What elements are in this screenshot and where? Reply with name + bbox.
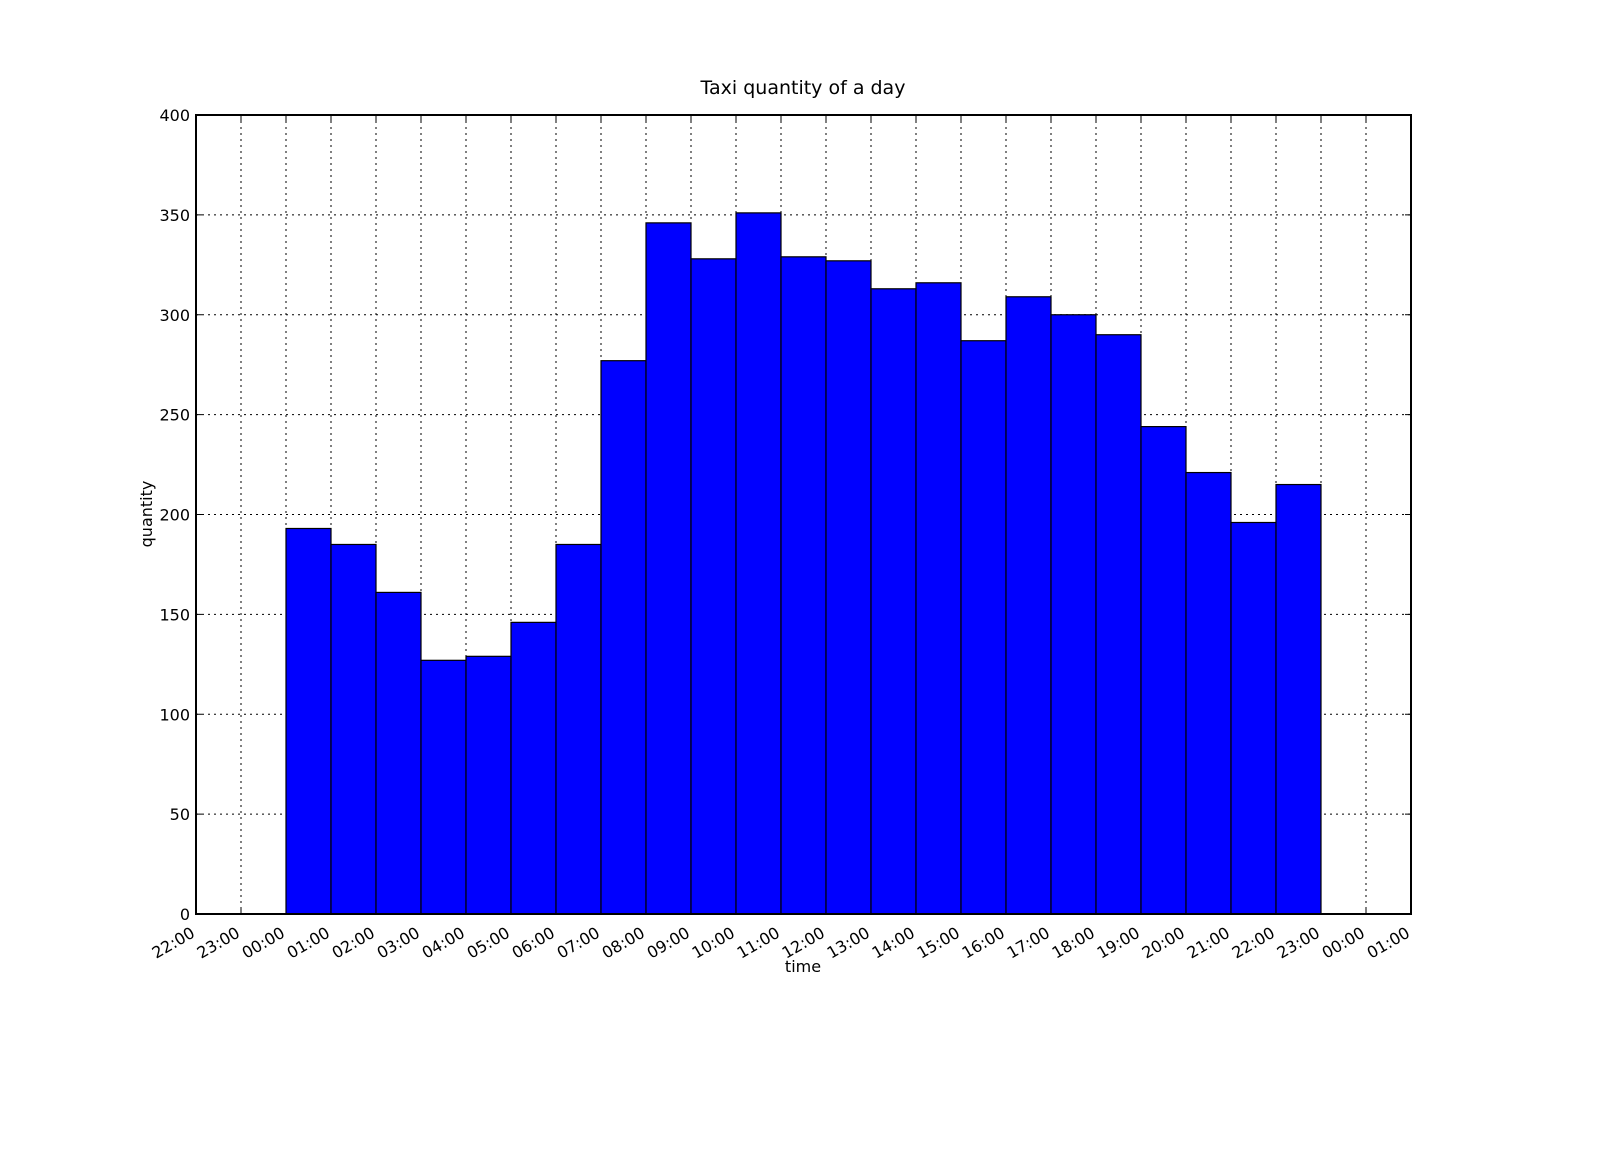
x-tick-label: 21:00 xyxy=(1184,923,1233,963)
y-tick-label: 150 xyxy=(159,605,190,624)
bar xyxy=(1230,521,1277,915)
x-tick-label: 13:00 xyxy=(824,923,873,963)
bar xyxy=(510,621,557,915)
x-tick-label: 23:00 xyxy=(1274,923,1323,963)
x-tick-label: 00:00 xyxy=(1319,923,1368,963)
bar xyxy=(465,655,512,915)
x-tick-label: 17:00 xyxy=(1004,923,1053,963)
x-tick-label: 22:00 xyxy=(1229,923,1278,963)
x-tick-label: 10:00 xyxy=(689,923,738,963)
x-tick-label: 20:00 xyxy=(1139,923,1188,963)
y-tick-label: 100 xyxy=(159,705,190,724)
bar xyxy=(645,222,692,915)
bar xyxy=(1095,334,1142,915)
bar xyxy=(1005,296,1052,915)
y-tick-label: 400 xyxy=(159,106,190,125)
bar xyxy=(1275,483,1322,915)
bar xyxy=(960,340,1007,915)
x-tick-label: 01:00 xyxy=(1364,923,1413,963)
bar xyxy=(600,360,647,915)
x-tick-label: 08:00 xyxy=(599,923,648,963)
y-tick-label: 200 xyxy=(159,506,190,525)
bars xyxy=(285,212,1322,915)
x-tick-label: 09:00 xyxy=(644,923,693,963)
bar xyxy=(1050,314,1097,915)
x-tick-label: 14:00 xyxy=(869,923,918,963)
x-tick-label: 00:00 xyxy=(239,923,288,963)
y-axis: 0 50 100 150 200 250 300 350 400 xyxy=(159,106,1411,924)
y-tick-label: 300 xyxy=(159,306,190,325)
x-tick-label: 23:00 xyxy=(194,923,243,963)
bar xyxy=(780,256,827,915)
x-tick-label: 04:00 xyxy=(419,923,468,963)
bar xyxy=(1185,471,1232,915)
y-tick-label: 0 xyxy=(180,905,190,924)
y-axis-label: quantity xyxy=(137,481,156,548)
y-tick-label: 250 xyxy=(159,406,190,425)
y-tick-label: 350 xyxy=(159,206,190,225)
x-tick-label: 22:00 xyxy=(149,923,198,963)
x-tick-label: 01:00 xyxy=(284,923,333,963)
bar xyxy=(330,543,377,915)
bar xyxy=(690,258,737,915)
x-tick-label: 16:00 xyxy=(959,923,1008,963)
x-tick-label: 05:00 xyxy=(464,923,513,963)
bar xyxy=(870,288,917,915)
bar xyxy=(555,543,602,915)
x-tick-label: 18:00 xyxy=(1049,923,1098,963)
bar xyxy=(915,282,962,915)
y-tick-label: 50 xyxy=(170,805,190,824)
bar xyxy=(1140,426,1187,915)
x-tick-label: 11:00 xyxy=(734,923,783,963)
chart-title: Taxi quantity of a day xyxy=(700,77,906,99)
x-tick-label: 03:00 xyxy=(374,923,423,963)
bar xyxy=(420,659,467,915)
x-tick-label: 02:00 xyxy=(329,923,378,963)
x-tick-label: 15:00 xyxy=(914,923,963,963)
bar xyxy=(825,260,872,915)
bar xyxy=(735,212,782,915)
x-tick-label: 06:00 xyxy=(509,923,558,963)
x-tick-label: 07:00 xyxy=(554,923,603,963)
bar xyxy=(285,527,332,915)
x-axis-label: time xyxy=(785,957,821,976)
x-tick-label: 19:00 xyxy=(1094,923,1143,963)
bar xyxy=(375,591,422,915)
